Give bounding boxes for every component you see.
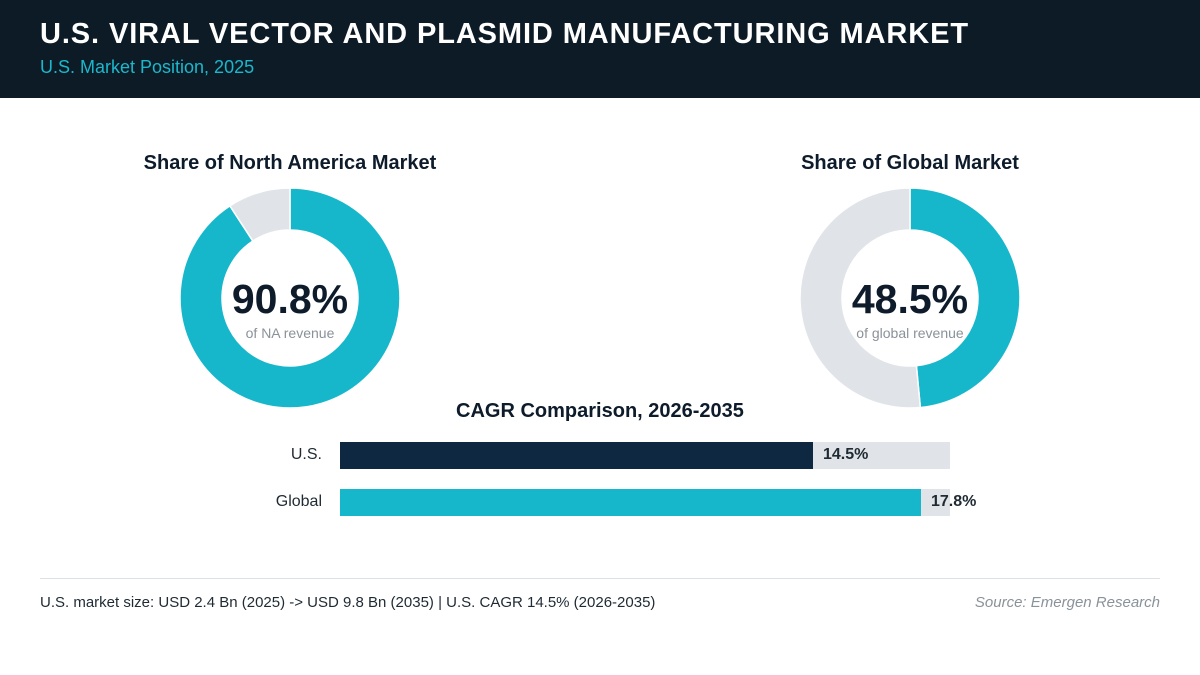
na-donut-slice-rest <box>228 187 291 243</box>
bar-track-us: 14.5% <box>340 442 950 469</box>
page-subtitle: U.S. Market Position, 2025 <box>40 57 255 77</box>
cagr-chart-title: CAGR Comparison, 2026-2035 <box>456 400 744 422</box>
bar-label-global: Global <box>275 493 322 510</box>
global-donut-chart <box>799 187 1021 409</box>
na-donut-chart <box>179 187 401 409</box>
bar-us <box>340 442 813 469</box>
global-donut-slice-rest <box>799 187 922 409</box>
footer-source: Source: Emergen Research <box>974 594 1160 611</box>
footer-divider <box>40 578 1160 579</box>
footer-note: U.S. market size: USD 2.4 Bn (2025) -> U… <box>40 594 656 611</box>
na-donut-caption: of NA revenue <box>245 325 335 341</box>
global-donut-title: Share of Global Market <box>801 152 1019 174</box>
na-donut-title: Share of North America Market <box>143 152 437 174</box>
bar-track-global: 17.8% <box>340 489 976 516</box>
global-donut-value: 48.5% <box>851 276 969 322</box>
bar-value-global: 17.8% <box>931 493 977 510</box>
bar-global <box>340 489 921 516</box>
global-donut-slice-us <box>909 187 1021 409</box>
na-donut-slice-us <box>179 187 401 409</box>
na-donut-value: 90.8% <box>231 276 349 322</box>
bar-label-us: U.S. <box>290 446 322 463</box>
header-bar: U.S. VIRAL VECTOR AND PLASMID MANUFACTUR… <box>0 0 1200 98</box>
global-donut-caption: of global revenue <box>856 325 964 341</box>
page-title: U.S. VIRAL VECTOR AND PLASMID MANUFACTUR… <box>40 18 969 50</box>
bar-value-us: 14.5% <box>823 446 869 463</box>
